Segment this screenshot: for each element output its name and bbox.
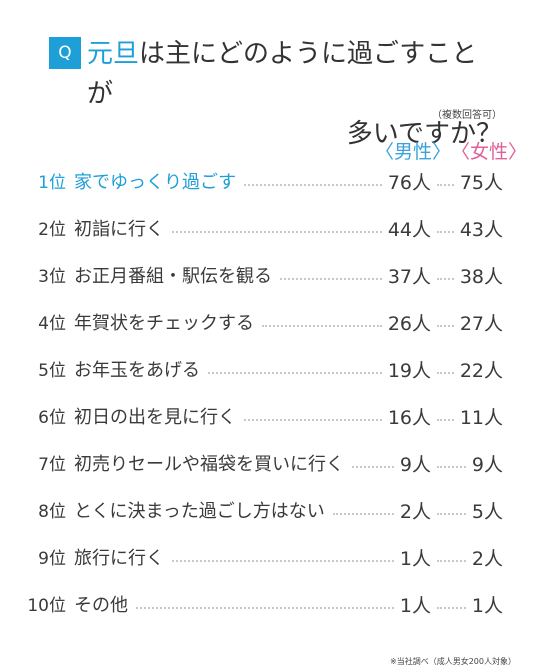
rank-label: 7位: [38, 455, 66, 475]
item-label: 家でゆっくり過ごす: [74, 172, 237, 193]
leader-dots: [437, 560, 466, 562]
title-line-1: 元旦は主にどのように過ごすことが: [82, 34, 502, 114]
leader-dots: [332, 513, 394, 515]
rank-label: 4位: [38, 314, 66, 334]
table-row: 9位 旅行に行く 1人 2人: [0, 536, 536, 582]
item-label: 初売りセールや福袋を買いに行く: [74, 454, 344, 475]
column-header-female: 〈女性〉: [451, 141, 528, 163]
male-count: 1人: [399, 595, 431, 617]
female-count: 27人: [459, 313, 503, 335]
female-count: 43人: [459, 219, 503, 241]
rank-label: 1位: [38, 173, 66, 193]
item-label: その他: [74, 595, 128, 616]
leader-dots: [136, 607, 394, 609]
rank-label: 9位: [38, 549, 66, 569]
leader-dots: [172, 560, 394, 562]
rank-label: 2位: [38, 220, 66, 240]
leader-dots: [437, 278, 454, 280]
male-count: 19人: [387, 360, 431, 382]
leader-dots: [280, 278, 382, 280]
table-row: 8位 とくに決まった過ごし方はない 2人 5人: [0, 489, 536, 535]
male-count: 44人: [387, 219, 431, 241]
leader-dots: [437, 513, 466, 515]
male-count: 2人: [399, 501, 431, 523]
item-label: とくに決まった過ごし方はない: [74, 501, 325, 522]
leader-dots: [437, 466, 466, 468]
item-label: お正月番組・駅伝を観る: [74, 266, 272, 287]
question-badge: Q: [49, 37, 81, 69]
leader-dots: [244, 184, 382, 186]
table-row: 10位 その他 1人 1人: [0, 583, 536, 629]
leader-dots: [172, 231, 382, 233]
table-row: 7位 初売りセールや福袋を買いに行く 9人 9人: [0, 442, 536, 488]
leader-dots: [437, 607, 466, 609]
female-count: 1人: [471, 595, 503, 617]
question-title: 元旦は主にどのように過ごすことが 多いですか？: [82, 34, 502, 154]
rank-label: 8位: [38, 502, 66, 522]
male-count: 16人: [387, 407, 431, 429]
female-count: 11人: [459, 407, 503, 429]
male-count: 9人: [399, 454, 431, 476]
male-count: 26人: [387, 313, 431, 335]
leader-dots: [437, 325, 454, 327]
item-label: 旅行に行く: [74, 548, 164, 569]
item-label: 初日の出を見に行く: [74, 407, 236, 428]
rank-label: 3位: [38, 267, 66, 287]
male-count: 1人: [399, 548, 431, 570]
male-count: 37人: [387, 266, 431, 288]
table-row: 3位 お正月番組・駅伝を観る 37人 38人: [0, 254, 536, 300]
leader-dots: [437, 184, 454, 186]
survey-footnote: ※当社調べ（成人男女200人対象）: [390, 657, 516, 666]
rank-label: 6位: [38, 408, 66, 428]
female-count: 2人: [471, 548, 503, 570]
leader-dots: [352, 466, 394, 468]
female-count: 9人: [471, 454, 503, 476]
female-count: 22人: [459, 360, 503, 382]
table-row: 2位 初詣に行く 44人 43人: [0, 207, 536, 253]
item-label: 初詣に行く: [74, 219, 164, 240]
table-row: 5位 お年玉をあげる 19人 22人: [0, 348, 536, 394]
female-count: 75人: [459, 172, 503, 194]
rank-label: 10位: [27, 596, 66, 616]
table-row: 4位 年賀状をチェックする 26人 27人: [0, 301, 536, 347]
table-row: 6位 初日の出を見に行く 16人 11人: [0, 395, 536, 441]
leader-dots: [244, 419, 382, 421]
leader-dots: [208, 372, 382, 374]
leader-dots: [437, 231, 454, 233]
item-label: お年玉をあげる: [74, 360, 200, 381]
leader-dots: [262, 325, 382, 327]
rank-label: 5位: [38, 361, 66, 381]
leader-dots: [437, 419, 454, 421]
item-label: 年賀状をチェックする: [74, 313, 254, 334]
title-line-2: 多いですか？: [346, 119, 502, 149]
multiple-answer-note: （複数回答可）: [432, 110, 502, 121]
leader-dots: [437, 372, 454, 374]
title-rest: は主にどのように過ごすことが: [87, 39, 478, 109]
male-count: 76人: [387, 172, 431, 194]
title-accent: 元旦: [87, 39, 140, 69]
column-header-male: 〈男性〉: [375, 141, 452, 163]
female-count: 5人: [471, 501, 503, 523]
table-row: 1位 家でゆっくり過ごす 76人 75人: [0, 160, 536, 206]
female-count: 38人: [459, 266, 503, 288]
